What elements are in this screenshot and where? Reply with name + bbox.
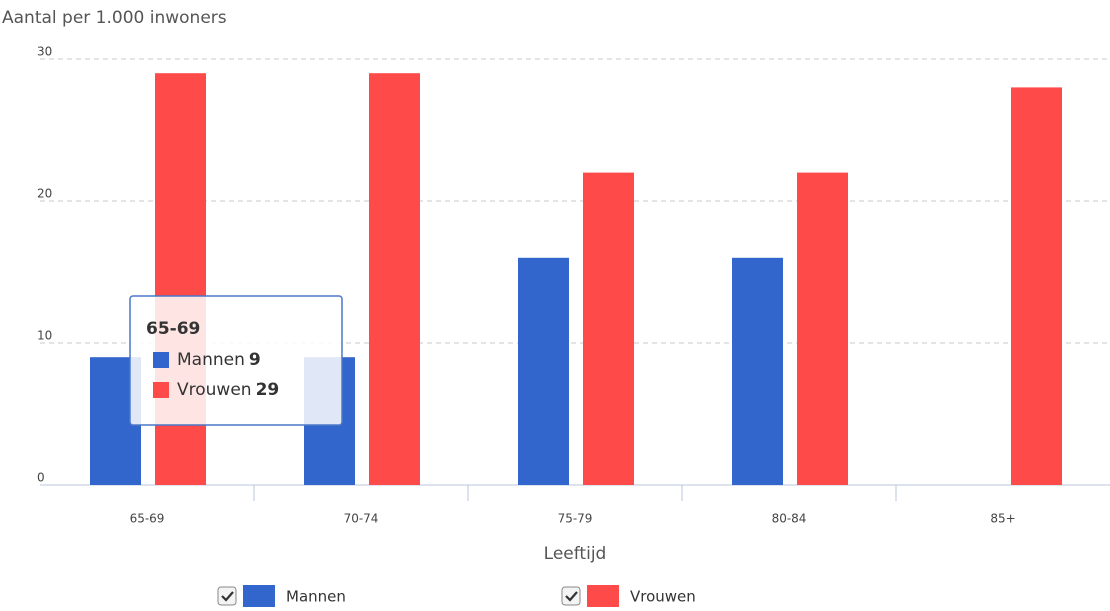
tooltip-series-name: Vrouwen xyxy=(177,380,252,400)
bar xyxy=(797,172,848,485)
x-tick-label: 85+ xyxy=(990,512,1015,526)
legend-checkbox[interactable] xyxy=(217,586,237,606)
tooltip: 65-69 Mannen9 Vrouwen29 xyxy=(129,295,343,426)
tooltip-box xyxy=(129,295,343,426)
bar xyxy=(369,73,420,485)
legend-label[interactable]: Vrouwen xyxy=(630,588,696,606)
y-tick-label: 0 xyxy=(37,471,45,485)
bar xyxy=(583,172,634,485)
tooltip-value: 29 xyxy=(256,380,280,400)
grid: 0 10 20 30 65-69 70-74 75-79 80-84 85+ xyxy=(37,45,1110,526)
x-tick-label: 80-84 xyxy=(772,512,807,526)
legend-checkbox[interactable] xyxy=(561,586,581,606)
x-axis-title: Leeftijd xyxy=(544,544,607,564)
x-tick-label: 75-79 xyxy=(558,512,593,526)
legend-checkmark[interactable] xyxy=(565,591,578,602)
legend-label[interactable]: Mannen xyxy=(286,588,346,606)
y-tick-label: 10 xyxy=(37,329,52,343)
y-tick-label: 30 xyxy=(37,45,52,59)
legend-checkmark[interactable] xyxy=(221,591,234,602)
bar xyxy=(518,257,569,485)
legend-swatch[interactable] xyxy=(587,585,619,607)
bar xyxy=(732,257,783,485)
x-tick-label: 65-69 xyxy=(130,512,165,526)
tooltip-value: 9 xyxy=(249,350,261,370)
tooltip-swatch xyxy=(153,352,169,368)
tooltip-swatch xyxy=(153,382,169,398)
legend-swatch[interactable] xyxy=(243,585,275,607)
tooltip-series-name: Mannen xyxy=(177,350,245,370)
y-axis-title: Aantal per 1.000 inwoners xyxy=(2,8,227,28)
y-tick-label: 20 xyxy=(37,187,52,201)
tooltip-entry: Vrouwen29 xyxy=(177,380,279,400)
x-tick-label: 70-74 xyxy=(344,512,379,526)
tooltip-entry: Mannen9 xyxy=(177,350,261,370)
bar xyxy=(1011,87,1062,486)
legend: Mannen Vrouwen xyxy=(217,585,696,607)
tooltip-title: 65-69 xyxy=(146,319,200,339)
